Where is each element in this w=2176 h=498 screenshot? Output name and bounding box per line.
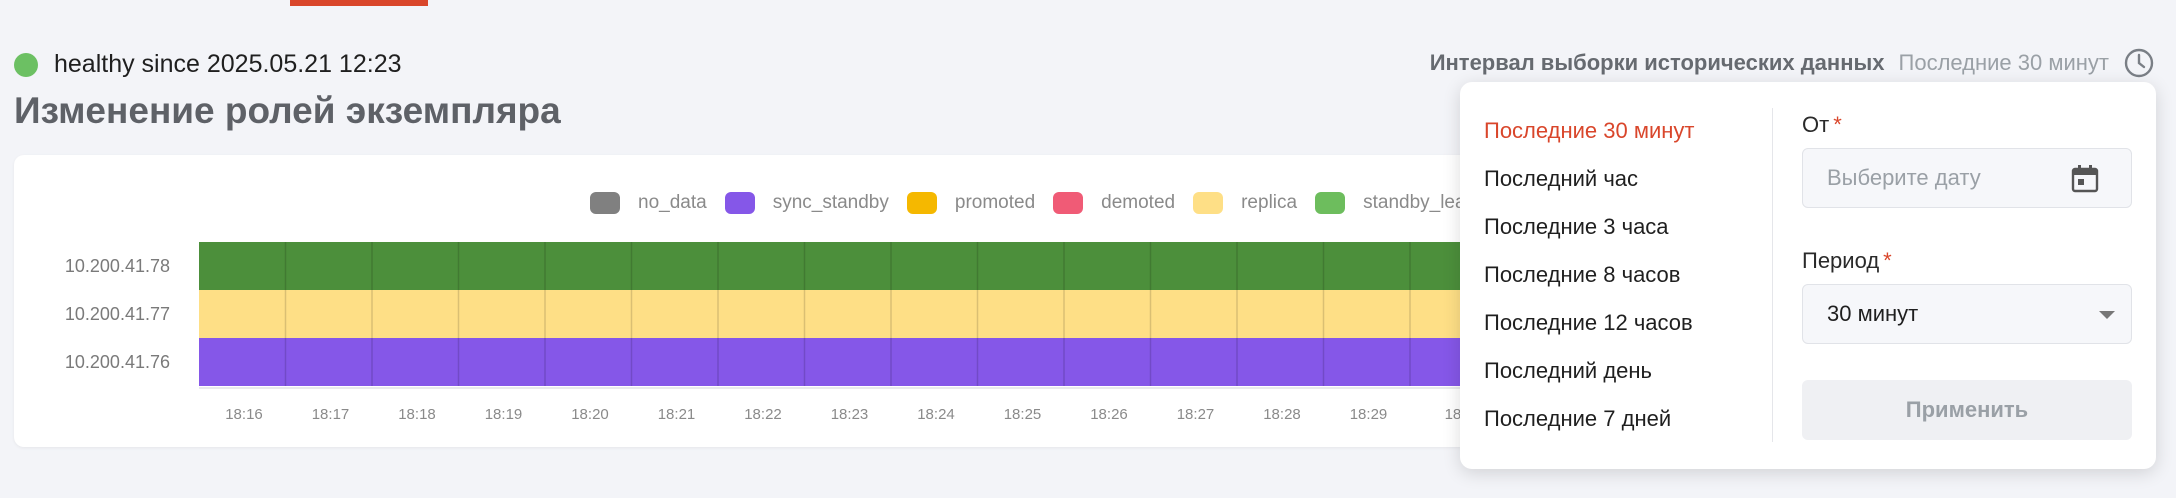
x-tick-label: 18:28 [1263, 406, 1301, 423]
legend-item-sync-standby[interactable]: sync_standby [724, 192, 889, 214]
from-label: От * [1802, 112, 1842, 138]
timeline-row-bar [199, 338, 1460, 386]
x-tick-label: 18:23 [831, 406, 869, 423]
period-label-text: Период [1802, 248, 1880, 273]
page-title: Изменение ролей экземпляра [14, 90, 561, 131]
time-range-popover: Последние 30 минут Последний час Последн… [1460, 82, 2156, 469]
role-timeline-chart: 10.200.41.7810.200.41.7710.200.41.7618:1… [65, 242, 1460, 423]
legend-label: demoted [1101, 192, 1176, 213]
x-tick-label: 18:29 [1350, 406, 1388, 423]
legend-item-demoted[interactable]: demoted [1053, 192, 1175, 214]
legend-item-promoted[interactable]: promoted [906, 192, 1036, 214]
preset-item[interactable]: Последние 3 часа [1484, 214, 1669, 239]
preset-item[interactable]: Последние 30 минут [1484, 118, 1695, 143]
interval-selector[interactable]: Интервал выборки исторических данных Пос… [1430, 47, 2155, 79]
apply-button[interactable]: Применить [1802, 380, 2132, 440]
required-mark: * [1833, 112, 1842, 137]
legend-item-no-data[interactable]: no_data [590, 192, 707, 214]
legend-swatch [1193, 192, 1224, 214]
x-tick-label: 18:19 [485, 406, 523, 423]
preset-item[interactable]: Последние 8 часов [1484, 262, 1681, 287]
legend-label: sync_standby [772, 192, 889, 213]
legend-swatch [724, 192, 755, 214]
clock-icon[interactable] [2123, 47, 2155, 79]
date-placeholder: Выберите дату [1827, 165, 1981, 190]
preset-item[interactable]: Последние 7 дней [1484, 406, 1672, 431]
timeline-row-bar [199, 242, 1460, 290]
row-label: 10.200.41.76 [65, 352, 170, 372]
preset-item[interactable]: Последний час [1484, 166, 1639, 191]
preset-item[interactable]: Последние 12 часов [1484, 310, 1693, 335]
timeline-row-bar [199, 290, 1460, 338]
x-tick-label: 18:20 [571, 406, 609, 423]
legend-label: no_data [638, 192, 707, 213]
x-tick-label: 18: [1445, 406, 1460, 423]
interval-label: Интервал выборки исторических данных [1429, 50, 1885, 75]
status-dot [14, 52, 38, 77]
legend-item-replica[interactable]: replica [1193, 192, 1297, 214]
chevron-down-icon[interactable] [2099, 311, 2115, 319]
from-label-text: От [1802, 112, 1830, 137]
interval-value[interactable]: Последние 30 минут [1898, 50, 2109, 75]
x-tick-label: 18:22 [744, 406, 782, 423]
date-input[interactable]: Выберите дату [1802, 148, 2132, 208]
x-tick-label: 18:16 [225, 406, 263, 423]
row-label: 10.200.41.78 [65, 256, 170, 276]
health-status: healthy since 2025.05.21 12:23 [14, 50, 402, 79]
legend-label: promoted [954, 192, 1036, 213]
legend-swatch [590, 192, 620, 214]
legend-label: replica [1241, 192, 1298, 213]
status-text: healthy since 2025.05.21 12:23 [54, 50, 402, 78]
x-tick-label: 18:24 [917, 406, 955, 423]
x-tick-label: 18:17 [312, 406, 350, 423]
period-select[interactable]: 30 минут [1802, 284, 2132, 344]
legend-swatch [906, 192, 937, 214]
x-tick-label: 18:21 [658, 406, 696, 423]
x-tick-label: 18:18 [398, 406, 436, 423]
x-tick-label: 18:25 [1004, 406, 1042, 423]
required-mark: * [1883, 248, 1892, 273]
active-tab-indicator [290, 0, 428, 6]
x-tick-label: 18:27 [1177, 406, 1215, 423]
preset-item[interactable]: Последний день [1484, 358, 1652, 383]
row-label: 10.200.41.77 [65, 304, 170, 324]
calendar-icon[interactable] [2069, 163, 2101, 195]
legend-swatch [1315, 192, 1346, 214]
legend-swatch [1053, 192, 1084, 214]
x-tick-label: 18:26 [1090, 406, 1128, 423]
period-value: 30 минут [1827, 301, 1919, 326]
divider [1772, 108, 1773, 442]
period-label: Период * [1802, 248, 1892, 274]
